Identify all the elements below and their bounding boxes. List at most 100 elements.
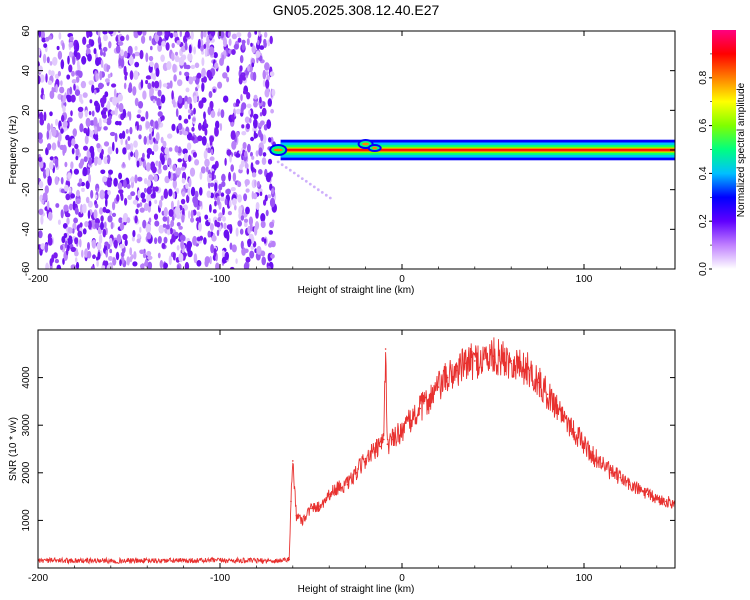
noise-speck [171, 90, 174, 101]
noise-speck [94, 89, 97, 95]
snr-point [492, 355, 494, 358]
noise-speck [50, 123, 54, 133]
heatmap-x-label: Height of straight line (km) [298, 285, 415, 296]
snr-y-label: SNR (10 * v/v) [8, 417, 19, 481]
noise-speck [99, 83, 104, 88]
noise-speck [212, 88, 216, 93]
noise-speck [257, 39, 260, 46]
noise-speck [237, 181, 242, 188]
noise-speck [259, 45, 265, 50]
noise-speck [77, 230, 83, 238]
noise-speck [145, 75, 152, 80]
noise-speck [265, 79, 270, 89]
noise-speck [235, 227, 239, 237]
signal-band [269, 139, 675, 161]
noise-speck [180, 198, 186, 205]
noise-speck [155, 67, 160, 78]
noise-speck [207, 230, 211, 238]
noise-speck [162, 83, 168, 88]
noise-speck [56, 264, 62, 269]
noise-speck [124, 239, 128, 247]
noise-speck [101, 114, 107, 119]
noise-speck [157, 167, 162, 175]
noise-speck [268, 230, 273, 235]
noise-speck [265, 172, 272, 183]
noise-speck [223, 229, 230, 239]
heatmap-y-tick-label: 20 [21, 104, 32, 116]
noise-speck [190, 31, 194, 40]
noise-speck [75, 257, 78, 263]
noise-speck [176, 40, 181, 45]
noise-speck [176, 222, 181, 227]
noise-speck [95, 73, 99, 82]
noise-speck [172, 192, 176, 199]
noise-speck [168, 255, 172, 266]
noise-speck [142, 252, 147, 259]
noise-speck [147, 194, 151, 201]
noise-speck [240, 159, 245, 168]
noise-speck [114, 120, 120, 126]
noise-speck [57, 50, 63, 60]
noise-speck [112, 141, 115, 152]
noise-speck [193, 107, 196, 115]
noise-speck [152, 186, 156, 194]
noise-speck [140, 192, 146, 199]
snr-point [379, 445, 382, 448]
noise-speck [136, 121, 139, 132]
noise-speck [175, 167, 182, 176]
noise-speck [158, 160, 162, 170]
noise-speck [118, 57, 122, 67]
chart-title: GN05.2025.308.12.40.E27 [273, 2, 440, 18]
noise-speck [188, 177, 192, 188]
noise-speck [184, 101, 189, 110]
noise-speck [179, 234, 186, 242]
noise-speck [229, 200, 232, 208]
noise-speck [73, 83, 76, 91]
heatmap-y-label: Frequency (Hz) [8, 116, 19, 185]
noise-speck [186, 194, 190, 204]
noise-trail-dot [316, 188, 320, 192]
noise-speck [209, 135, 215, 143]
noise-speck [48, 130, 52, 140]
noise-speck [269, 71, 275, 77]
noise-speck [48, 35, 52, 40]
noise-speck [71, 138, 76, 147]
noise-speck [179, 71, 182, 76]
noise-speck [75, 155, 79, 161]
noise-speck [96, 143, 101, 149]
noise-speck [80, 204, 83, 214]
snr-point [610, 472, 613, 474]
noise-speck [183, 62, 187, 70]
noise-speck [134, 149, 139, 159]
noise-speck [227, 31, 231, 38]
noise-speck [148, 55, 154, 62]
noise-speck [243, 90, 247, 95]
noise-speck [235, 131, 240, 138]
noise-speck [258, 147, 263, 157]
noise-speck [79, 222, 83, 228]
snr-point [656, 498, 658, 500]
colorbar-ticks: 0.0 0.2 0.4 0.6 0.8 [698, 53, 712, 276]
noise-speck [98, 117, 102, 128]
noise-speck [38, 156, 43, 163]
noise-speck [151, 151, 155, 156]
noise-speck [246, 168, 250, 175]
noise-speck [173, 231, 179, 237]
noise-speck [125, 139, 128, 146]
noise-speck [168, 171, 171, 179]
noise-speck [171, 123, 176, 132]
snr-point [646, 493, 649, 496]
noise-speck [239, 228, 244, 235]
noise-speck [136, 114, 141, 119]
noise-speck [145, 52, 149, 63]
noise-speck [262, 152, 267, 157]
noise-speck [94, 100, 99, 107]
noise-speck [157, 111, 163, 117]
noise-speck [93, 116, 98, 127]
snr-point [628, 483, 631, 486]
noise-speck [64, 240, 68, 249]
noise-speck [38, 31, 42, 38]
noise-speck [129, 142, 134, 152]
noise-speck [153, 213, 159, 220]
noise-speck [243, 193, 248, 202]
